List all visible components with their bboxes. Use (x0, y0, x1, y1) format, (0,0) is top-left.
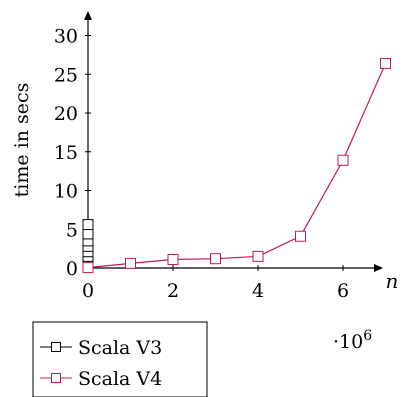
y-tick-label: 10 (54, 181, 78, 203)
x-scale-base: ·10 (333, 331, 363, 353)
data-point-scala-v4 (125, 257, 136, 269)
data-point-scala-v3 (82, 219, 94, 231)
data-point-scala-v4 (252, 250, 264, 262)
data-point-scala-v3 (82, 228, 94, 240)
y-tick-label: 0 (66, 258, 78, 280)
x-ticks: 0 2 4 6 (82, 265, 349, 302)
y-tick-label: 25 (54, 64, 78, 86)
y-axis-arrow (84, 11, 92, 20)
x-scale-exponent: 6 (363, 328, 372, 344)
legend: Scala V3 Scala V4 (32, 321, 208, 397)
data-point-scala-v4 (295, 230, 306, 242)
legend-marker-scala-v3 (51, 342, 61, 352)
data-point-scala-v4 (210, 253, 221, 265)
x-tick-label: 6 (337, 280, 349, 302)
y-tick-label: 15 (54, 142, 78, 164)
legend-label-scala-v3: Scala V3 (78, 337, 162, 359)
legend-label-scala-v4: Scala V4 (78, 368, 162, 390)
data-point-scala-v4 (82, 262, 94, 274)
data-point-scala-v4 (380, 57, 391, 69)
data-point-scala-v4 (337, 154, 349, 166)
x-tick-label: 4 (252, 280, 264, 302)
x-scale-label: ·106 (333, 328, 372, 353)
y-tick-label: 30 (54, 26, 78, 48)
legend-entry-scala-v4: Scala V4 (40, 368, 162, 390)
legend-marker-scala-v4 (51, 373, 61, 383)
x-axis-arrow (374, 264, 383, 272)
legend-box (32, 321, 208, 397)
y-tick-label: 20 (54, 103, 78, 125)
y-tick-label: 5 (66, 219, 78, 241)
series-line-scala-v4 (87, 63, 387, 269)
legend-entry-scala-v3: Scala V3 (40, 337, 162, 359)
x-axis-label: n (386, 269, 399, 293)
y-ticks: 0 5 10 15 20 25 30 (54, 26, 91, 280)
x-tick-label: 0 (82, 280, 94, 302)
series-group (82, 57, 391, 274)
y-axis-label: time in secs (11, 83, 33, 198)
x-tick-label: 2 (167, 280, 179, 302)
data-point-scala-v4 (167, 253, 179, 265)
